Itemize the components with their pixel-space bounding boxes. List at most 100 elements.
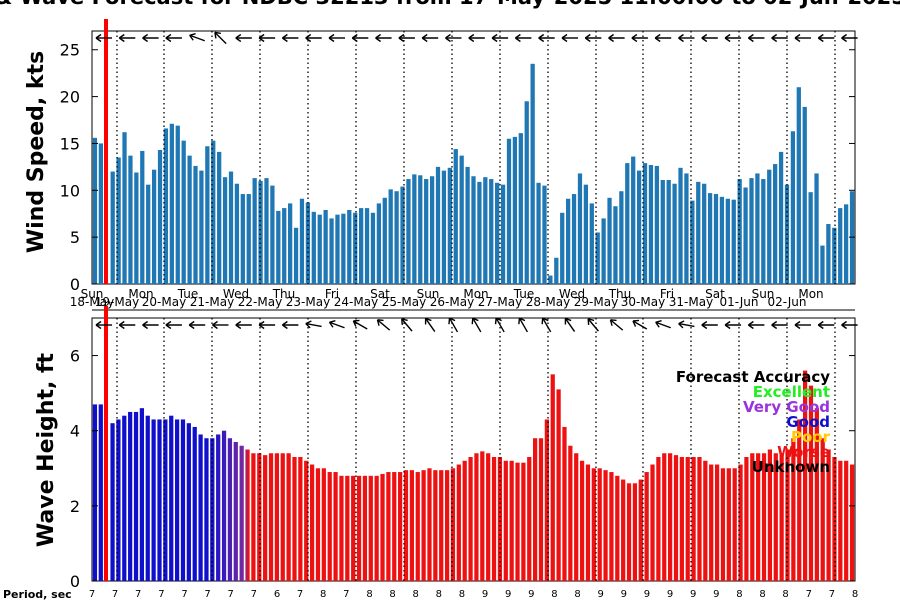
wind-bar: [737, 179, 742, 284]
direction-arrow-icon: [165, 33, 182, 43]
wind-bar: [802, 106, 807, 285]
wave-bar: [274, 453, 279, 581]
direction-arrow-icon: [328, 320, 345, 329]
wave-panel: 0 2 4 6 Wave Height, ft Forecast Accuracy E…: [34, 306, 858, 591]
legend-very-good: Very Good: [743, 398, 830, 416]
wave-bar: [386, 472, 391, 581]
period-value: 9: [621, 589, 627, 600]
direction-arrow-icon: [561, 33, 578, 43]
wind-bar: [713, 194, 719, 284]
wave-bar: [849, 464, 855, 581]
wave-bar: [644, 472, 649, 581]
direction-arrow-icon: [538, 33, 555, 43]
direction-arrow-icon: [165, 320, 182, 330]
wave-bar: [732, 468, 737, 581]
period-value: 8: [852, 589, 858, 600]
wind-bar: [317, 214, 322, 284]
direction-arrow-icon: [212, 320, 229, 330]
period-value: 8: [736, 589, 742, 600]
wave-bar: [691, 457, 696, 581]
direction-arrow-icon: [118, 33, 136, 43]
wind-bar: [169, 123, 174, 285]
period-value: 9: [528, 589, 534, 600]
wind-bar: [205, 146, 210, 284]
direction-arrow-icon: [445, 33, 462, 43]
wave-bar: [280, 453, 285, 581]
direction-arrow-icon: [514, 33, 532, 43]
wind-bar: [749, 178, 754, 284]
period-value: 8: [389, 589, 395, 600]
direction-arrow-icon: [724, 320, 742, 330]
wind-bar: [394, 191, 399, 284]
wind-bar: [163, 128, 169, 284]
wave-bar: [703, 460, 708, 581]
direction-arrow-icon: [375, 33, 392, 43]
wave-bar: [714, 464, 720, 581]
period-value: 7: [228, 589, 234, 600]
wind-bar: [140, 150, 145, 284]
wave-bar: [415, 472, 420, 581]
wind-bar: [264, 178, 269, 284]
y-tick-label: 0: [70, 572, 80, 591]
wave-bar: [263, 455, 268, 581]
period-value: 7: [806, 589, 812, 600]
wave-bar: [339, 475, 344, 581]
wind-y-label: Wind Speed, kts: [24, 51, 49, 253]
wind-bar: [92, 137, 98, 284]
period-value: 8: [759, 589, 765, 600]
date-label: 21-May: [190, 295, 234, 309]
wind-y-ticks: 0 5 10 15 20 25: [60, 41, 855, 294]
wind-bar: [400, 186, 405, 284]
wave-bar: [398, 472, 403, 581]
wave-bar: [761, 453, 767, 581]
wave-bar: [139, 408, 145, 581]
period-value: 7: [829, 589, 835, 600]
wind-bar: [217, 151, 222, 284]
wave-bar: [685, 457, 690, 581]
wind-bar: [370, 212, 376, 284]
direction-arrow-icon: [214, 31, 227, 45]
wind-bar: [376, 203, 381, 284]
period-value: 9: [690, 589, 696, 600]
direction-arrow-icon: [376, 319, 391, 331]
wind-bar: [743, 187, 748, 284]
direction-arrow-icon: [95, 33, 112, 43]
wind-bar: [246, 194, 251, 284]
wind-bar: [388, 189, 393, 284]
wind-bar: [323, 209, 328, 284]
wave-bar: [174, 419, 180, 581]
wave-bar: [180, 419, 186, 581]
wind-bar: [110, 171, 115, 284]
day-of-week-label: Fri: [325, 287, 339, 301]
period-values: 7 7 7 7 7 7 7 7 6 7 8 7 8 8 8 8 8 9 9 9 8 8 9 9 9 9 9 9 8 8 8 7 7 8: [89, 589, 858, 600]
wave-bar: [744, 457, 749, 581]
wave-bar: [427, 468, 432, 581]
period-value: 8: [459, 589, 465, 600]
wave-bar: [362, 475, 368, 581]
direction-arrow-icon: [258, 33, 276, 43]
date-label: 02-Jun: [767, 295, 806, 309]
wind-bar: [175, 125, 180, 284]
wave-bar: [515, 462, 520, 581]
direction-arrow-icon: [631, 33, 648, 43]
wave-bar: [579, 460, 585, 581]
wave-bar: [462, 460, 467, 581]
direction-arrow-icon: [258, 320, 276, 330]
wind-bar: [311, 211, 316, 284]
wave-bar: [720, 468, 726, 581]
wind-bar: [554, 257, 559, 284]
day-of-week-label: Wed: [559, 287, 585, 301]
direction-arrow-icon: [654, 33, 672, 43]
wind-bar: [293, 227, 299, 284]
wave-bar: [474, 453, 479, 581]
wave-bar: [632, 483, 638, 581]
wind-bar: [607, 197, 612, 284]
wind-bar: [755, 173, 760, 284]
direction-arrow-icon: [95, 320, 112, 330]
period-value: 8: [413, 589, 419, 600]
direction-arrow-icon: [468, 33, 485, 43]
date-label: 27-May: [478, 295, 522, 309]
day-of-week-label: Sat: [370, 287, 390, 301]
day-of-week-label: Mon: [128, 287, 153, 301]
